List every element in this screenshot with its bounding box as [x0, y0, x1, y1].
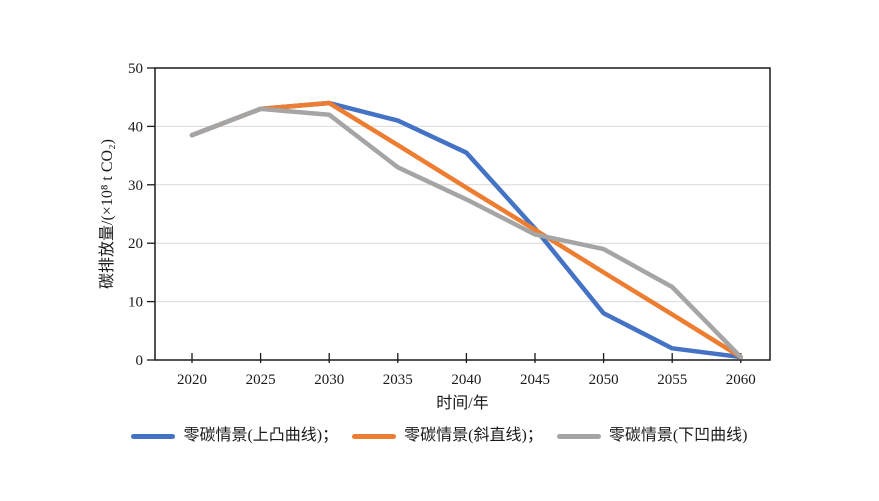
x-axis-title: 时间/年 [436, 394, 488, 412]
series-line-1 [189, 100, 744, 360]
legend-separator: ； [322, 427, 339, 444]
x-tick-label: 2050 [589, 372, 619, 388]
legend-item: 零碳情景(斜直线)； [352, 426, 543, 446]
x-tick-label: 2030 [314, 372, 344, 388]
x-tick-label: 2055 [657, 372, 687, 388]
legend-label: 零碳情景(斜直线) [404, 427, 527, 444]
y-tick-label: 0 [136, 353, 144, 369]
x-tick-label: 2025 [246, 372, 276, 388]
x-tick-label: 2060 [726, 372, 756, 388]
y-axis-title: 碳排放量/(×10⁸ t CO₂) [98, 139, 116, 289]
x-tick-label: 2020 [177, 372, 207, 388]
legend-label: 零碳情景(上凸曲线) [183, 427, 323, 444]
plot-border [154, 67, 771, 361]
legend-label: 零碳情景(下凹曲线) [608, 427, 748, 444]
legend-item: 零碳情景(下凹曲线) [556, 426, 748, 446]
x-tick-label: 2040 [451, 372, 481, 388]
legend-swatch [131, 433, 176, 439]
legend-swatch [556, 433, 601, 439]
legend-separator: ； [526, 427, 543, 444]
y-tick-label: 30 [128, 178, 143, 194]
series-line-3 [189, 106, 744, 360]
y-tick-label: 50 [128, 61, 143, 77]
x-tick-label: 2045 [520, 372, 550, 388]
chart-legend: 零碳情景(上凸曲线)；零碳情景(斜直线)；零碳情景(下凹曲线) [0, 426, 879, 446]
y-tick-label: 20 [128, 236, 143, 252]
y-tick-label: 40 [128, 119, 143, 135]
y-tick-label: 10 [128, 295, 143, 311]
legend-swatch [352, 433, 397, 439]
series-line-2 [189, 100, 744, 360]
x-tick-label: 2035 [383, 372, 413, 388]
legend-item: 零碳情景(上凸曲线)； [131, 426, 338, 446]
